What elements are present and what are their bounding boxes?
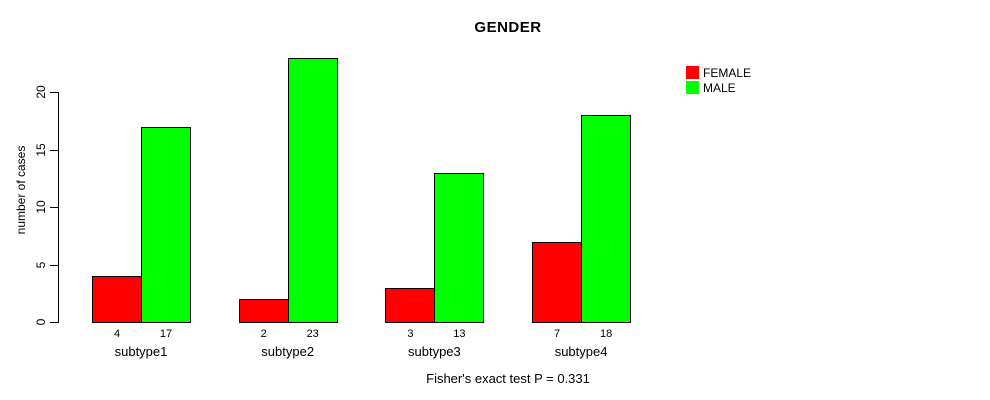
chart-title: GENDER [474, 19, 542, 36]
y-axis-tick [50, 322, 58, 323]
y-axis-tick-label: 15 [34, 142, 48, 157]
legend: FEMALE MALE [686, 65, 751, 95]
y-axis-line [58, 92, 59, 323]
bar-value-label: 3 [407, 328, 414, 340]
bar-female-subtype2 [238, 299, 289, 323]
y-axis-title: number of cases [14, 145, 28, 235]
y-axis-tick [50, 149, 58, 151]
bar-value-label: 2 [260, 328, 267, 340]
bar-value-label: 18 [599, 328, 613, 340]
bar-female-subtype4 [532, 241, 583, 323]
category-label-subtype1: subtype1 [114, 344, 168, 359]
y-axis-tick-label: 20 [34, 85, 48, 99]
category-label-subtype2: subtype2 [261, 344, 315, 359]
bar-male-subtype2 [287, 57, 338, 323]
bar-male-subtype1 [141, 126, 191, 323]
y-axis-tick-label: 10 [34, 200, 48, 214]
y-axis-tick-label: 5 [34, 261, 48, 268]
legend-label-male: MALE [703, 80, 736, 95]
bar-male-subtype3 [434, 172, 485, 323]
bar-male-subtype4 [581, 115, 632, 323]
bar-value-label: 4 [113, 328, 121, 340]
y-axis-tick [50, 207, 58, 208]
legend-item-male: MALE [686, 80, 751, 95]
category-label-subtype4: subtype4 [554, 344, 608, 359]
bar-value-label: 23 [306, 328, 319, 340]
bar-value-label: 7 [554, 328, 561, 340]
legend-label-female: FEMALE [703, 65, 752, 80]
bar-female-subtype3 [385, 287, 436, 323]
legend-swatch-female [686, 66, 699, 79]
y-axis-tick-label: 0 [34, 318, 48, 326]
legend-swatch-male [686, 81, 699, 94]
category-label-subtype3: subtype3 [408, 344, 461, 359]
y-axis-tick [50, 264, 58, 266]
bar-value-label: 13 [453, 328, 466, 340]
bar-female-subtype1 [92, 276, 142, 323]
y-axis-tick [50, 92, 58, 93]
fisher-test-annotation: Fisher's exact test P = 0.331 [426, 371, 590, 386]
bar-value-label: 17 [159, 328, 173, 340]
legend-item-female: FEMALE [686, 65, 751, 80]
